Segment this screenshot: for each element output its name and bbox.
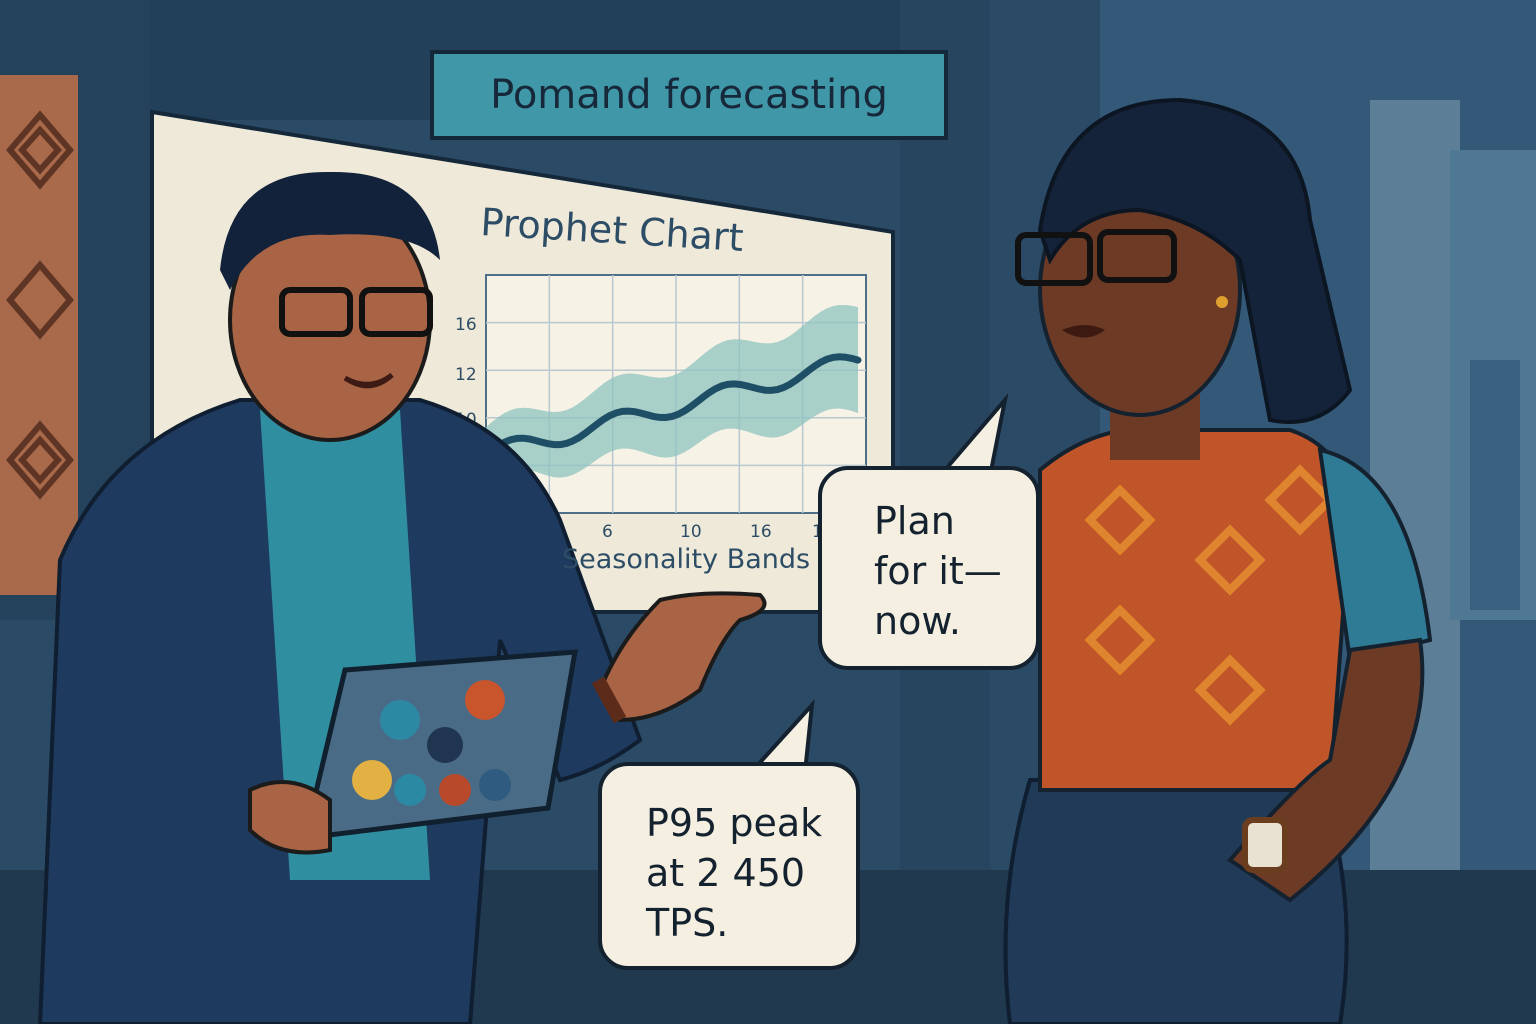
bubble-man-line: P95 peak (646, 801, 823, 845)
bubble-man-line: at 2 450 (646, 851, 806, 895)
x-tick-label: 6 (602, 522, 613, 542)
chart-subtitle: Seasonality Bands (562, 544, 811, 575)
laptop-sticker-blue (394, 774, 426, 806)
woman-locs (1037, 97, 1353, 424)
woman-mouth (1062, 325, 1105, 338)
man-glasses-left (279, 287, 353, 337)
bubble-woman-line: for it— (874, 549, 1002, 593)
speech-bubble-woman: Plan for it— now. (818, 466, 1040, 670)
laptop-sticker-gear (380, 700, 420, 740)
laptop-sticker-orange (465, 680, 505, 720)
man-hand-holding-laptop (248, 780, 332, 855)
man-glasses-right (359, 287, 433, 337)
man-hand-gesture (597, 591, 767, 723)
x-tick-label: 16 (750, 522, 772, 542)
x-tick-label: 10 (680, 522, 702, 542)
woman-top (1038, 426, 1353, 792)
header-sign: Pomand forecasting (430, 50, 948, 140)
door-diamond-pattern (6, 110, 74, 500)
laptop-sticker-navy (479, 769, 511, 801)
man-hair (220, 171, 440, 290)
man-mouth (343, 372, 394, 389)
sign-title: Pomand forecasting (490, 72, 888, 118)
bubble-woman-line: now. (874, 599, 962, 643)
laptop-sticker-yellow (352, 760, 392, 800)
right-window-building (1470, 360, 1520, 610)
man-bracelet (591, 676, 627, 724)
laptop (248, 649, 579, 855)
bubble-woman-line: Plan (874, 499, 955, 543)
woman-glasses-left (1015, 232, 1093, 286)
woman-glasses-right (1097, 229, 1177, 283)
laptop-sticker-dark (427, 727, 463, 763)
woman-watch (1242, 817, 1288, 873)
laptop-sticker-red (439, 774, 471, 806)
y-tick-label: 12 (455, 365, 477, 385)
woman-sleeve (1317, 447, 1433, 663)
bubble-man-line: TPS. (646, 901, 729, 945)
woman-earring (1216, 296, 1228, 308)
forecast-line (482, 353, 862, 459)
speech-bubble-man: P95 peak at 2 450 TPS. (598, 762, 860, 970)
woman-listener (1003, 97, 1433, 1024)
y-tick-label: 16 (455, 315, 477, 335)
